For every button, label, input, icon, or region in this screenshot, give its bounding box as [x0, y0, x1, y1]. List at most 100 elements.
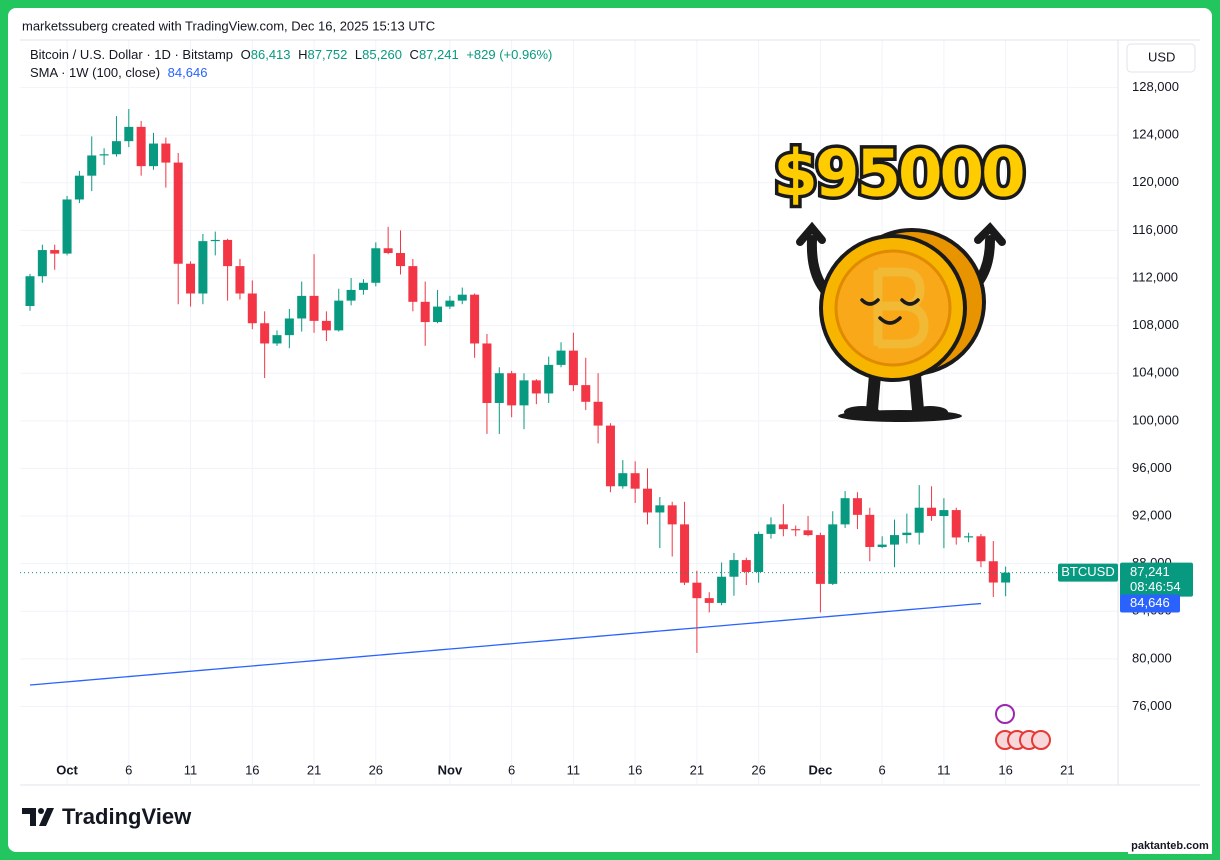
x-tick-label: Nov	[438, 762, 463, 777]
candle-body	[951, 510, 961, 538]
low-label: L	[355, 47, 362, 62]
candle-body	[791, 529, 801, 531]
sticker-text: $95000	[773, 138, 1023, 212]
y-tick-label: 76,000	[1132, 698, 1172, 713]
candle-body	[519, 380, 529, 406]
candle-body	[964, 536, 974, 538]
y-tick-label: 80,000	[1132, 650, 1172, 665]
candle-body	[704, 598, 714, 603]
plot	[20, 109, 1118, 686]
candle-body	[507, 373, 517, 406]
candle-body	[235, 266, 245, 294]
candle-body	[988, 561, 998, 583]
candle-body	[754, 533, 764, 572]
sma-value: 84,646	[168, 65, 208, 80]
x-tick-label: 11	[567, 762, 581, 777]
candle-body	[334, 300, 344, 331]
brand: TradingView	[62, 804, 192, 829]
y-tick-label: 112,000	[1132, 269, 1178, 284]
candle-body	[494, 373, 504, 403]
candle-body	[581, 385, 591, 402]
y-tick-label: 124,000	[1132, 127, 1179, 142]
watermark: paktanteb.com	[1131, 840, 1209, 852]
candle-body	[741, 560, 751, 572]
x-tick-label: 21	[1060, 762, 1074, 777]
candle-body	[852, 498, 862, 515]
x-tick-label: 26	[751, 762, 765, 777]
candle-body	[865, 514, 875, 547]
candle-body	[173, 162, 183, 264]
candle-body	[37, 250, 47, 277]
price-tag-countdown: 08:46:54	[1130, 579, 1181, 594]
candle-body	[186, 263, 196, 294]
legend-line: Bitcoin / U.S. Dollar · 1D · Bitstamp O8…	[30, 47, 552, 62]
candle-body	[99, 154, 109, 156]
x-tick-label: 16	[998, 762, 1012, 777]
close: 87,241	[419, 47, 459, 62]
credit: marketssuberg created with TradingView.c…	[22, 18, 435, 33]
change: +829 (+0.96%)	[466, 47, 552, 62]
currency[interactable]: USD	[1148, 49, 1175, 64]
x-tick-label: 21	[307, 762, 321, 777]
candle-body	[618, 473, 628, 487]
sma-legend: SMA · 1W (100, close) 84,646	[30, 65, 207, 80]
candle-body	[420, 301, 430, 323]
price-tags: 76,00080,00084,00088,00092,00096,000100,…	[56, 79, 1193, 777]
candle-body	[272, 335, 282, 344]
price-tag	[1120, 562, 1193, 597]
candle-body	[1001, 572, 1011, 583]
candle-body	[766, 524, 776, 534]
candle-body	[927, 507, 937, 517]
candle-body	[729, 560, 739, 577]
y-tick-label: 128,000	[1132, 79, 1179, 94]
candle-body	[482, 343, 492, 403]
currency-button[interactable]	[1126, 43, 1196, 73]
x-tick-label: 6	[879, 762, 886, 777]
y-tick-label: 108,000	[1132, 317, 1179, 332]
y-tick-label: 96,000	[1132, 460, 1172, 475]
sma-line	[29, 602, 982, 686]
y-tick-label: 100,000	[1132, 412, 1179, 427]
close-label: C	[410, 47, 419, 62]
event-icons	[995, 704, 1051, 750]
x-tick-label: 16	[245, 762, 259, 777]
candle-body	[667, 505, 677, 525]
candle-body	[531, 380, 541, 394]
candle-body	[50, 250, 60, 254]
x-tick-label: 6	[508, 762, 515, 777]
candle-body	[630, 473, 640, 489]
open: 86,413	[251, 47, 291, 62]
symbol-tag-text: BTCUSD	[1061, 564, 1114, 579]
x-tick-label: 16	[628, 762, 642, 777]
candle-body	[87, 155, 97, 176]
sma-tag-value: 84,646	[1130, 595, 1170, 610]
coin-illustration	[796, 221, 1006, 422]
candle-body	[840, 498, 850, 525]
candle-body	[62, 199, 72, 254]
candle-body	[433, 306, 443, 323]
price-tag-value: 87,241	[1130, 564, 1170, 579]
grid	[20, 40, 1118, 785]
high-label: H	[298, 47, 307, 62]
candle-body	[408, 266, 418, 302]
sma-name: SMA · 1W (100, close)	[30, 65, 160, 80]
candle-body	[25, 276, 35, 306]
candle-body	[223, 239, 233, 267]
candle-body	[161, 143, 171, 163]
candle-body	[828, 524, 838, 584]
candle-body	[593, 401, 603, 426]
candle-body	[396, 253, 405, 267]
candle-body	[914, 507, 924, 533]
open-label: O	[241, 47, 251, 62]
y-tick-label: 92,000	[1132, 507, 1172, 522]
candle-body	[655, 505, 665, 513]
x-tick-label: 11	[184, 762, 198, 777]
candle-body	[556, 350, 566, 365]
candle-body	[445, 300, 455, 307]
candle-body	[284, 318, 294, 336]
candle-body	[778, 524, 788, 530]
candle-body	[358, 282, 368, 290]
candle-body	[939, 510, 949, 517]
